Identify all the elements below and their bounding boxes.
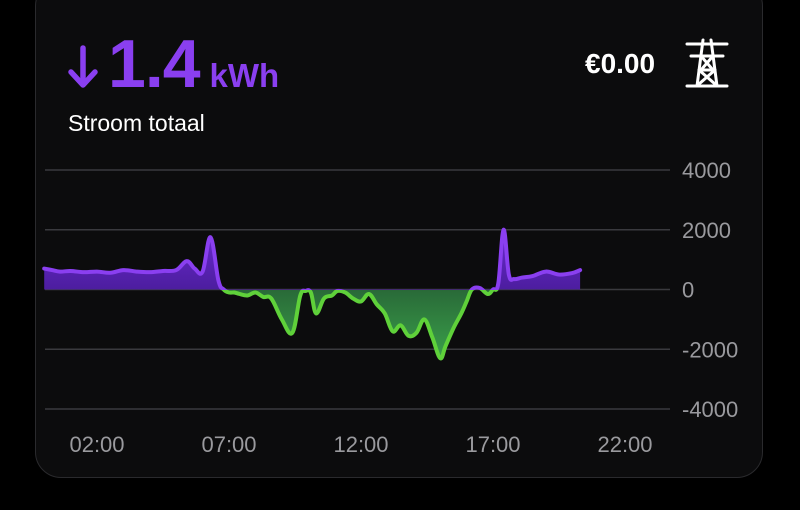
- x-tick-label: 17:00: [465, 432, 520, 457]
- export-line: [220, 290, 499, 361]
- y-axis-labels: 4000 2000 0 -2000 -4000: [682, 158, 738, 422]
- card-header: 1.4 kWh Stroom totaal €0.00: [0, 0, 800, 150]
- energy-total: 1.4 kWh: [66, 30, 279, 98]
- x-tick-label: 07:00: [201, 432, 256, 457]
- card-title: Stroom totaal: [68, 110, 205, 136]
- y-tick-label: -2000: [682, 337, 738, 362]
- energy-card: [35, 0, 763, 478]
- power-pylon-icon[interactable]: [683, 36, 731, 90]
- y-tick-label: 2000: [682, 218, 731, 243]
- y-tick-label: -4000: [682, 397, 738, 422]
- export-area: [224, 290, 493, 359]
- energy-unit: kWh: [209, 57, 280, 94]
- series-area: [42, 227, 583, 361]
- arrow-down-icon: [68, 45, 98, 88]
- x-tick-label: 22:00: [597, 432, 652, 457]
- y-tick-label: 0: [682, 278, 694, 303]
- import-line: [42, 227, 583, 290]
- x-tick-label: 12:00: [333, 432, 388, 457]
- energy-value: 1.4: [108, 26, 201, 102]
- import-area: [44, 229, 581, 290]
- cost-value: €0.00: [585, 48, 656, 79]
- y-tick-label: 4000: [682, 158, 731, 183]
- x-axis-labels: 02:00 07:00 12:00 17:00 22:00: [69, 432, 652, 457]
- x-tick-label: 02:00: [69, 432, 124, 457]
